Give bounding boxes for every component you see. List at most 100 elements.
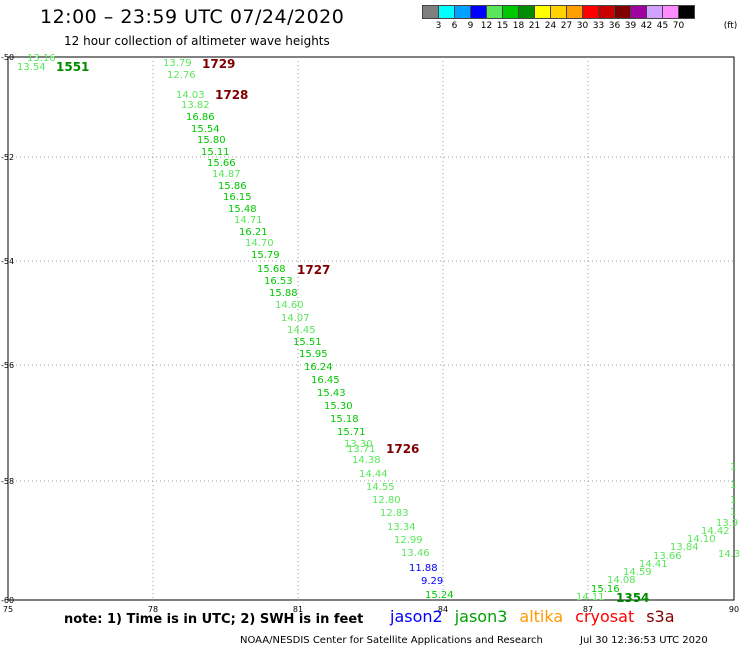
wave-height-label: 13.30 [344, 439, 373, 450]
wave-height-label: 15.71 [337, 427, 366, 438]
wave-height-label: 14.42 [701, 526, 730, 537]
legend-label: 24 [544, 21, 557, 31]
wave-height-label: 13.84 [670, 542, 699, 553]
satellite-legend-item: jason3 [454, 607, 508, 626]
satellite-legend-item: cryosat [575, 607, 635, 626]
generated-timestamp: Jul 30 12:36:53 UTC 2020 [580, 635, 708, 646]
credit-line: NOAA/NESDIS Center for Satellite Applica… [240, 635, 543, 646]
wave-height-label: 13.66 [653, 551, 682, 562]
color-scale-legend: (ft) 3 6 9 12 15 18 21 24 27 30 33 36 39 42 45 70 [422, 5, 737, 33]
x-tick-label: 78 [148, 605, 158, 614]
y-tick-label: -56 [1, 361, 14, 370]
map-title: 12:00 – 23:59 UTC 07/24/2020 [40, 6, 345, 28]
wave-height-label: 14.70 [245, 238, 274, 249]
legend-label: 36 [608, 21, 621, 31]
legend-swatches [422, 5, 695, 19]
y-tick-label: -50 [1, 53, 14, 62]
pass-time-label: 1726 [386, 442, 419, 456]
x-tick-label: 75 [3, 605, 13, 614]
wave-height-label: 15.79 [251, 250, 280, 261]
map-frame [7, 56, 735, 601]
wave-height-label: 15.88 [269, 288, 298, 299]
wave-height-label: 15.86 [218, 181, 247, 192]
pass-time-labels: 1551 1729 1728 1727 1726 1354 [56, 57, 649, 605]
wave-height-label: 14.10 [687, 534, 716, 545]
wave-height-label: 14.45 [287, 325, 316, 336]
satellite-legend-item: jason2 [390, 607, 443, 626]
grid-lines [8, 57, 734, 600]
wave-height-label: 12.80 [372, 495, 401, 506]
legend-label: 30 [576, 21, 589, 31]
wave-height-label: 15.43 [317, 388, 346, 399]
wave-height-label: 15.30 [324, 401, 353, 412]
pass-time-label: 1729 [202, 57, 235, 71]
wave-height-label: 14.87 [212, 169, 241, 180]
pass-time-label: 1728 [215, 88, 248, 102]
wave-height-label: 15.80 [197, 135, 226, 146]
wave-height-label: 14.41 [639, 559, 668, 570]
wave-height-label: 14.38 [352, 455, 381, 466]
wave-height-label: 14.3 [718, 549, 740, 560]
wave-height-label: 13.46 [401, 548, 430, 559]
wave-height-label: 15.48 [228, 204, 257, 215]
legend-label: 6 [451, 21, 458, 31]
wave-height-label: 13.79 [163, 58, 192, 69]
wave-height-label: 13.34 [387, 522, 416, 533]
legend-unit: (ft) [723, 21, 738, 31]
wave-height-label: 15.95 [299, 349, 328, 360]
wave-height-label: 13.82 [181, 100, 210, 111]
wave-height-label: 14.59 [623, 567, 652, 578]
legend-label: 9 [467, 21, 474, 31]
y-tick-label: -52 [1, 153, 14, 162]
axis-tick-labels: 75 78 81 84 87 90 -50 -52 -54 -56 -58 -60 [1, 53, 739, 614]
wave-height-label: 11.88 [409, 563, 438, 574]
legend-label: 18 [512, 21, 525, 31]
x-tick-label: 87 [583, 605, 593, 614]
wave-height-label: 12.76 [167, 70, 196, 81]
legend-label: 21 [528, 21, 541, 31]
wave-height-label: 12.83 [380, 508, 409, 519]
legend-label: 15 [496, 21, 509, 31]
wave-height-label: 14.60 [275, 300, 304, 311]
wave-height-label: 13.9 [716, 518, 738, 529]
wave-height-label: 15.54 [191, 124, 220, 135]
legend-label: 39 [624, 21, 637, 31]
wave-height-label: 1 [730, 480, 736, 491]
wave-height-label: 16.21 [239, 227, 268, 238]
wave-height-label: 14.08 [607, 575, 636, 586]
wave-height-label: 16.45 [311, 375, 340, 386]
wave-height-label: 13.16 [27, 53, 56, 64]
legend-label: 27 [560, 21, 573, 31]
legend-label: 70 [672, 21, 685, 31]
x-tick-label: 84 [438, 605, 448, 614]
wave-height-label: 15.51 [293, 337, 322, 348]
wave-height-label: 13.71 [347, 444, 376, 455]
wave-height-label: 16.86 [186, 112, 215, 123]
wave-height-label: 15.66 [207, 158, 236, 169]
legend-label: 45 [656, 21, 669, 31]
wave-height-label: 15.18 [330, 414, 359, 425]
wave-height-label: 14.44 [359, 469, 388, 480]
satellite-legend-item: altika [519, 607, 564, 626]
wave-height-label: 1 [730, 507, 736, 518]
legend-label: 33 [592, 21, 605, 31]
wave-height-label: 12.99 [394, 535, 423, 546]
x-tick-label: 90 [729, 605, 739, 614]
wave-height-label: 1 [730, 462, 736, 473]
wave-height-label: 16.24 [304, 362, 333, 373]
y-tick-label: -54 [1, 257, 14, 266]
legend-label: 3 [435, 21, 442, 31]
legend-swatch [678, 5, 695, 19]
y-tick-label: -60 [1, 596, 14, 605]
footer-note: note: 1) Time is in UTC; 2) SWH is in fe… [64, 612, 364, 627]
wave-height-label: 15.11 [201, 147, 230, 158]
map-subtitle: 12 hour collection of altimeter wave hei… [64, 34, 330, 48]
wave-height-label: 16.53 [264, 276, 293, 287]
wave-height-label: 14.11 [576, 592, 605, 603]
wave-height-label: 14.55 [366, 482, 395, 493]
pass-time-label: 1354 [616, 591, 649, 605]
wave-height-label: 1 [730, 495, 736, 506]
wave-height-label: 9.29 [421, 576, 443, 587]
